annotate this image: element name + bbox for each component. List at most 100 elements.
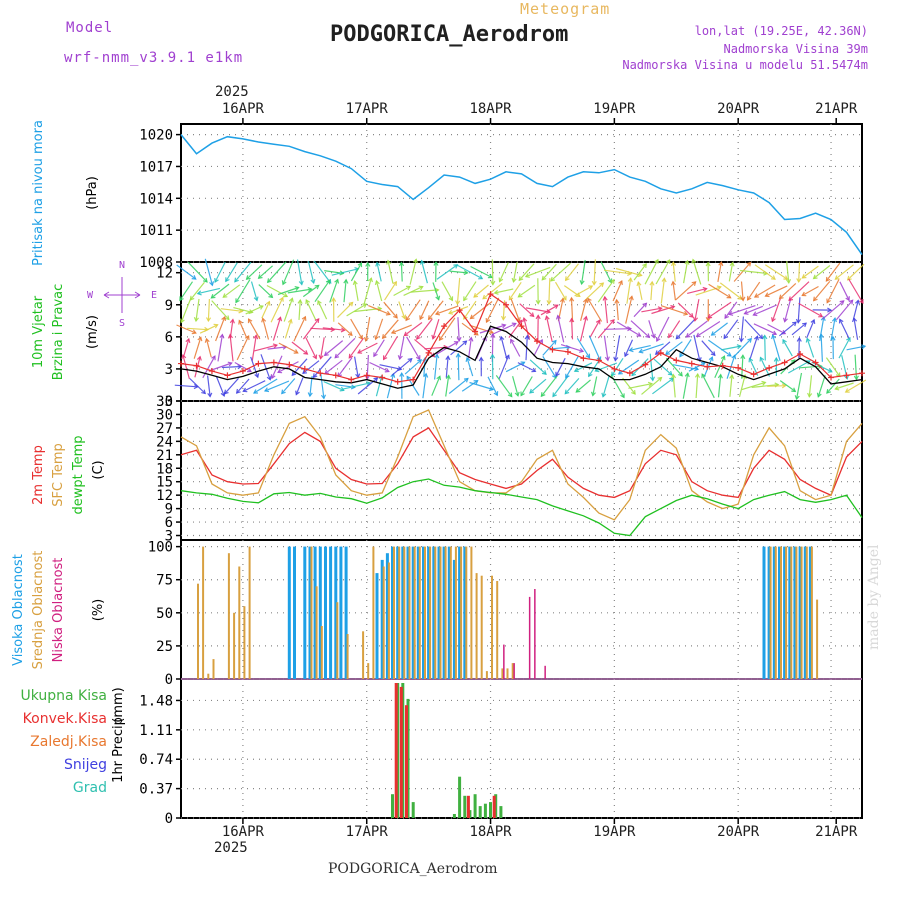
wind-arrow-head [665,258,671,265]
wind-arrow-head [818,312,824,318]
wind-arrow [261,301,270,319]
wind-arrow [581,259,586,285]
wind-arrow-head [505,354,510,360]
wind-arrow-head [694,372,701,378]
y-tick-label: 12 [156,488,173,504]
wind-arrow [694,299,700,321]
wind-arrow-head [628,295,634,301]
wind-arrow [457,317,460,341]
wind-arrow [744,319,763,339]
wind-arrow [701,340,716,356]
wind-arrow-head [266,375,272,381]
wind-arrow-head [288,297,294,303]
wind-arrow-head [390,329,396,335]
bottom-x-tick-label: 19APR [593,824,636,840]
wind-arrow-head [510,338,515,344]
wind-arrow [732,338,752,358]
wind-arrow-head [691,281,697,286]
wind-arrow-head [531,367,537,373]
y-tick-label: 9 [165,502,173,518]
wind-arrow-head [511,277,517,284]
wind-arrow [614,335,621,361]
wind-gust-marker [472,328,479,335]
wind-arrow [499,262,509,282]
wind-arrow-head [752,311,758,317]
wind-arrow [602,375,610,397]
wind-arrow-head [375,261,381,267]
cloud-bar-1 [413,546,416,679]
wind-arrow-head [197,336,203,342]
wind-arrow-head [254,373,260,379]
cloud-bar-1 [248,546,251,679]
pressure-axis-unit: (hPa) [85,176,100,210]
wind-arrow-head [851,317,858,323]
wind-arrow [291,341,308,355]
wind-gust-marker [255,360,262,367]
wind-arrow [461,380,478,392]
wind-gust-marker [441,323,448,330]
cloud-bar-1 [774,546,777,679]
wind-arrow-head [654,258,659,264]
wind-arrow-head [412,258,418,264]
wind-gust-marker [487,291,494,298]
wind-arrow [450,340,467,356]
cloud-bar-0 [406,546,410,679]
wind-arrow [692,259,702,285]
cloud-bar-2 [513,663,515,679]
wind-arrow-head [678,371,683,377]
precip-bar-1 [405,705,408,818]
wind-arrow [825,357,841,377]
wind-arrow-head [283,292,289,298]
wind-arrow [802,265,819,279]
cloud-axis-name-high: Visoka Oblacnost [11,554,26,666]
wind-arrow [307,260,315,284]
wind-arrow [551,346,570,350]
wind-arrow-head [668,333,673,339]
y-tick-label: 0.37 [139,782,173,798]
wind-arrow-head [257,274,263,279]
wind-arrow-head [399,372,405,377]
wind-arrow-head [397,355,403,361]
wind-arrow [540,375,558,397]
wind-arrow [302,360,320,374]
wind-arrow [672,374,676,398]
cloud-bar-0 [329,546,333,679]
wind-arrow [637,281,643,301]
wind-arrow [403,286,423,296]
wind-gust-marker [379,374,386,381]
wind-arrow [376,262,382,282]
wind-arrow [741,381,766,391]
wind-arrow [235,279,251,303]
wind-arrow [174,384,198,388]
wind-arrow [398,301,406,319]
cloud-bar-1 [320,626,323,679]
wind-arrow [570,297,574,323]
y-tick-label: 1020 [139,128,173,144]
wind-arrow-head [339,386,345,392]
wind-arrow-head [772,330,778,336]
wind-arrow-head [601,392,607,398]
wind-arrow [767,385,786,387]
wind-arrow-head [675,334,681,340]
wind-arrow-head [812,274,818,280]
wind-arrow [754,284,776,298]
wind-arrow [441,281,453,301]
wind-arrow-head [207,392,213,398]
wind-arrow [548,278,551,304]
cloud-bar-1 [485,671,488,679]
wind-arrow-head [555,314,561,320]
wind-arrow-head [374,279,380,286]
cloud-bar-1 [310,546,313,679]
wind-arrow [540,304,559,316]
wind-arrow [839,281,850,301]
wind-arrow-head [654,350,660,355]
wind-arrow [616,299,619,321]
wind-arrow-head [189,295,195,301]
wind-arrow-head [796,278,802,284]
wind-arrow [404,359,422,375]
wind-arrow-head [610,319,615,324]
wind-arrow-head [778,294,784,300]
wind-arrow-head [585,353,591,359]
wind-arrow-head [297,298,303,304]
wind-arrow [337,301,354,319]
